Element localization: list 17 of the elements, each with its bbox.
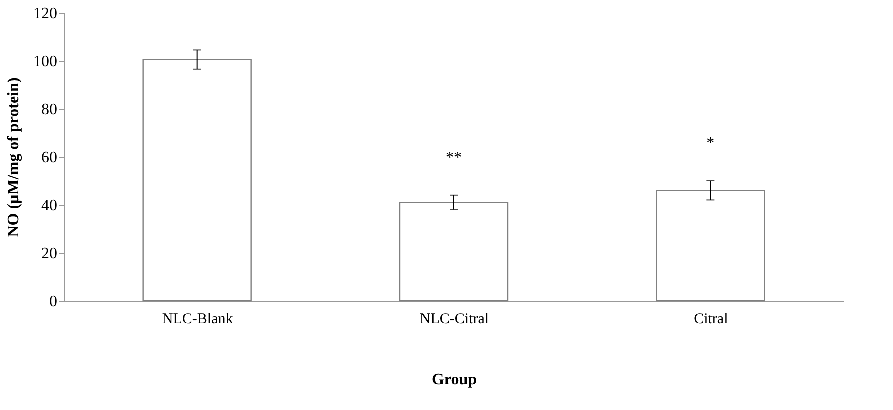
y-tick-label: 100 [34, 54, 58, 70]
x-tick-label: NLC-Citral [420, 312, 490, 328]
y-tick-label: 120 [34, 6, 58, 22]
y-tick-label: 0 [50, 294, 58, 310]
y-tick-label: 80 [42, 102, 58, 118]
bar [399, 202, 509, 302]
annotation: ** [446, 149, 462, 166]
y-tick-label: 60 [42, 150, 58, 166]
y-tick-label: 20 [42, 246, 58, 262]
x-axis-title: Group [432, 372, 478, 388]
y-tick-label: 40 [42, 198, 58, 214]
bar [142, 59, 252, 302]
x-tick-label: Citral [694, 312, 728, 328]
annotation: * [706, 135, 715, 152]
x-tick-label: NLC-Blank [162, 312, 234, 328]
bar [656, 190, 766, 302]
y-axis-title: NO (µM/mg of protein) [6, 78, 22, 238]
